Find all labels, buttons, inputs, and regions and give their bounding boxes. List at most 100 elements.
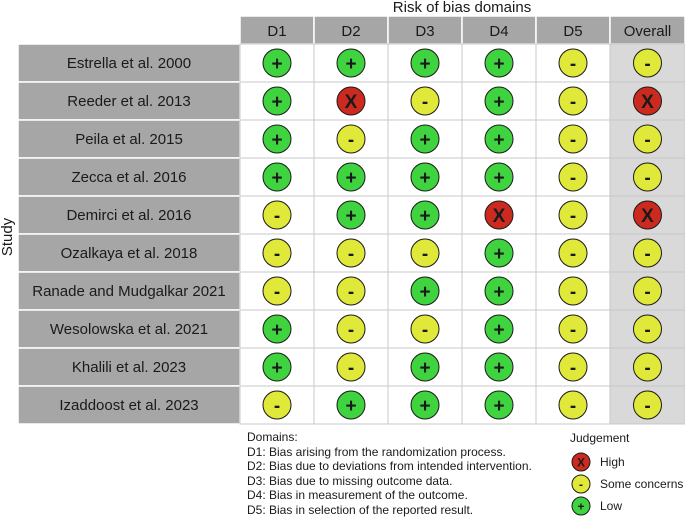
d3-low-marker: + <box>410 124 440 154</box>
judgement-symbol: - <box>274 396 280 417</box>
legend-title: Judgement <box>570 431 630 445</box>
d1-low-marker: + <box>262 162 292 192</box>
judgement-symbol: + <box>345 168 356 189</box>
domains-heading: Domains: <box>247 430 298 444</box>
judgement-circle <box>558 238 588 268</box>
judgement-symbol: - <box>348 358 354 379</box>
judgement-circle <box>571 474 591 494</box>
study-label-cell <box>17 81 241 121</box>
d4-high-marker: X <box>484 200 514 230</box>
legend-item-high: X High <box>571 452 625 472</box>
judgement-circle <box>262 162 292 192</box>
study-label: Ranade and Mudgalkar 2021 <box>32 283 225 300</box>
judgement-circle <box>633 48 662 78</box>
judgement-circle <box>633 390 662 420</box>
overall-some-concerns-marker: - <box>633 314 662 344</box>
judgement-circle <box>484 124 514 154</box>
judgement-symbol: + <box>419 168 430 189</box>
judgement-symbol: X <box>577 455 585 469</box>
d5-some-concerns-marker: - <box>558 48 588 78</box>
judgement-circle <box>336 86 366 116</box>
judgement-symbol: - <box>570 130 576 151</box>
judgement-symbol: - <box>644 282 650 303</box>
judgement-circle <box>410 124 440 154</box>
judgement-circle <box>633 200 662 230</box>
judgement-circle <box>633 86 662 116</box>
d3-low-marker: + <box>410 276 440 306</box>
judgement-symbol: + <box>345 206 356 227</box>
d1-some-concerns-marker: - <box>262 200 292 230</box>
d5-some-concerns-marker: - <box>558 86 588 116</box>
legend: Judgement X High - Some concerns + Low <box>570 431 683 516</box>
judgement-circle <box>262 200 292 230</box>
judgement-circle <box>558 124 588 154</box>
study-label: Reeder et al. 2013 <box>67 93 190 110</box>
d2-high-marker: X <box>336 86 366 116</box>
column-header-overall-cell <box>609 15 685 45</box>
judgement-circle <box>262 124 292 154</box>
d4-low-marker: + <box>484 314 514 344</box>
judgement-circle <box>336 238 366 268</box>
d2-low-marker: + <box>336 162 366 192</box>
judgement-circle <box>336 314 366 344</box>
judgement-symbol: + <box>493 168 504 189</box>
study-label-cell <box>17 347 241 387</box>
d4-low-marker: + <box>484 86 514 116</box>
d5-some-concerns-marker: - <box>558 124 588 154</box>
judgement-circle <box>633 314 662 344</box>
column-header-d5: D5 <box>563 23 582 40</box>
judgement-symbol: + <box>419 54 430 75</box>
study-label: Izaddoost et al. 2023 <box>59 397 198 414</box>
d1-some-concerns-marker: - <box>262 238 292 268</box>
legend-label: High <box>600 455 625 469</box>
judgement-circle <box>410 390 440 420</box>
judgement-circle <box>410 200 440 230</box>
d2-some-concerns-marker: - <box>336 238 366 268</box>
judgement-circle <box>262 390 292 420</box>
d3-some-concerns-marker: - <box>410 86 440 116</box>
judgement-circle <box>484 86 514 116</box>
judgement-circle <box>262 86 292 116</box>
d5-some-concerns-marker: - <box>558 162 588 192</box>
judgement-symbol: - <box>274 282 280 303</box>
judgement-symbol: - <box>644 320 650 341</box>
d5-some-concerns-marker: - <box>558 238 588 268</box>
judgement-circle <box>484 162 514 192</box>
legend-label: Low <box>600 499 622 513</box>
study-label: Wesolowska et al. 2021 <box>50 321 208 338</box>
d1-low-marker: + <box>262 48 292 78</box>
judgement-symbol: - <box>570 358 576 379</box>
judgement-symbol: - <box>422 320 428 341</box>
judgement-circle <box>410 314 440 344</box>
d4-low-marker: + <box>484 352 514 382</box>
judgement-symbol: - <box>570 244 576 265</box>
judgement-symbol: - <box>644 358 650 379</box>
domain-d3-description: D3: Bias due to missing outcome data. <box>247 473 453 488</box>
judgement-circle <box>410 238 440 268</box>
d2-some-concerns-marker: - <box>336 352 366 382</box>
overall-some-concerns-marker: - <box>633 48 662 78</box>
chart-title: Risk of bias domains <box>393 0 531 16</box>
d3-some-concerns-marker: - <box>410 314 440 344</box>
judgement-symbol: X <box>641 92 654 113</box>
judgement-circle <box>633 124 662 154</box>
study-label-cell <box>17 385 241 425</box>
judgement-symbol: - <box>570 320 576 341</box>
d1-low-marker: + <box>262 124 292 154</box>
judgement-symbol: - <box>644 168 650 189</box>
study-label: Peila et al. 2015 <box>75 131 183 148</box>
judgement-circle <box>336 48 366 78</box>
d2-some-concerns-marker: - <box>336 124 366 154</box>
domain-d1-description: D1: Bias arising from the randomization … <box>247 444 506 459</box>
judgement-symbol: + <box>419 206 430 227</box>
judgement-symbol: + <box>419 358 430 379</box>
d1-some-concerns-marker: - <box>262 390 292 420</box>
legend-label: Some concerns <box>600 477 683 491</box>
judgement-symbol: + <box>271 92 282 113</box>
judgement-circle <box>262 276 292 306</box>
judgement-circle <box>410 352 440 382</box>
d1-some-concerns-marker: - <box>262 276 292 306</box>
judgement-symbol: X <box>345 92 358 113</box>
judgement-circle <box>558 162 588 192</box>
